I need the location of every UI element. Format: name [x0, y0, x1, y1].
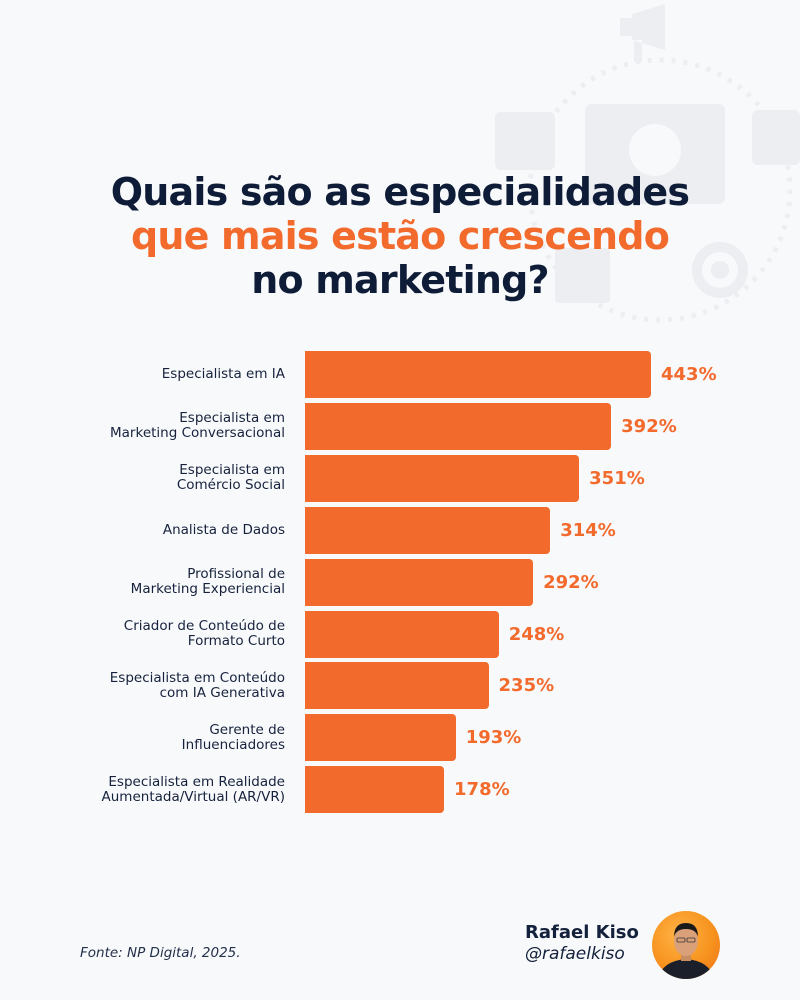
bar-row: Especialista em Comércio Social 351%: [0, 454, 800, 502]
value-label: 193%: [465, 727, 522, 749]
bar: [305, 454, 580, 502]
bar-row: Gerente de Influenciadores 193%: [0, 714, 800, 762]
value-label: 351%: [589, 467, 645, 489]
bar: [305, 506, 551, 554]
category-label: Especialista em Realidade Aumentada/Virt…: [101, 773, 285, 805]
value-label: 292%: [543, 571, 599, 593]
author-block: Rafael Kiso @rafaelkiso: [525, 922, 639, 964]
source-note: Fonte: NP Digital, 2025.: [80, 945, 241, 961]
value-label: 235%: [498, 675, 555, 697]
value-label: 178%: [454, 779, 510, 801]
bar: [305, 766, 445, 814]
person-photo-icon: [658, 923, 714, 979]
bar: [305, 558, 534, 606]
value-label: 392%: [621, 415, 677, 437]
ads-icon: [752, 110, 800, 165]
category-label: Especialista em IA: [161, 366, 285, 382]
category-label: Gerente de Influenciadores: [181, 721, 285, 753]
bar-row: Especialista em Marketing Conversacional…: [0, 402, 800, 450]
bar-row: Especialista em IA 443%: [0, 351, 800, 398]
title-line-3: no marketing?: [251, 258, 549, 302]
bar: [305, 714, 456, 762]
title-line-1: Quais são as especialidades: [110, 170, 690, 214]
bar: [305, 610, 499, 658]
bar-row: Profissional de Marketing Experiencial 29…: [0, 558, 800, 606]
video-icon: [495, 112, 555, 170]
category-label: Especialista em Marketing Conversacional: [110, 410, 285, 442]
bar-row: Especialista em Realidade Aumentada/Virt…: [0, 766, 800, 814]
bar: [305, 402, 612, 450]
page-title: Quais são as especialidades que mais est…: [0, 170, 800, 302]
bar: [305, 351, 651, 398]
bar-row: Criador de Conteúdo de Formato Curto 248%: [0, 610, 800, 658]
category-label: Especialista em Comércio Social: [176, 462, 285, 494]
value-label: 314%: [560, 519, 616, 541]
value-label: 248%: [508, 623, 565, 645]
author-handle: @rafaelkiso: [525, 944, 625, 964]
category-label: Criador de Conteúdo de Formato Curto: [123, 618, 285, 649]
avatar: [652, 911, 720, 979]
bar-row: Analista de Dados 314%: [0, 506, 800, 554]
bar-row: Especialista em Conteúdo com IA Generati…: [0, 662, 800, 710]
title-line-2-highlight: que mais estão crescendo: [130, 214, 670, 258]
category-label: Especialista em Conteúdo com IA Generati…: [109, 669, 285, 701]
author-name: Rafael Kiso: [525, 922, 639, 943]
value-label: 443%: [661, 364, 717, 385]
bar: [305, 662, 489, 710]
category-label: Profissional de Marketing Experiencial: [130, 566, 285, 598]
megaphone-icon: [620, 4, 665, 62]
category-label: Analista de Dados: [162, 521, 285, 538]
